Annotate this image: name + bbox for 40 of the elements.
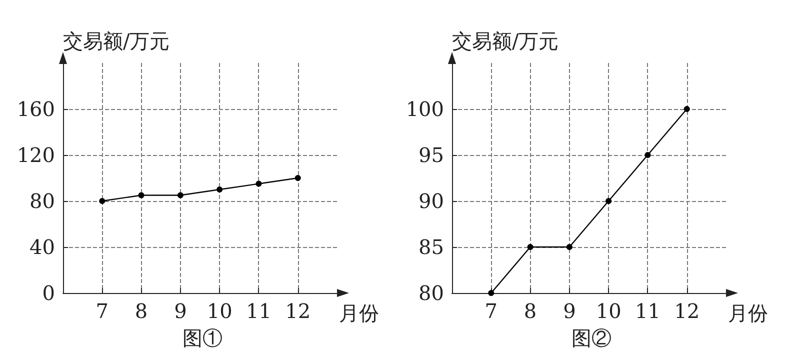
x-tick-label: 9 [174, 299, 187, 323]
y-tick-label: 80 [418, 281, 444, 305]
y-tick-label: 90 [418, 189, 444, 213]
y-tick-label: 85 [418, 235, 444, 259]
x-tick-label: 10 [596, 299, 622, 323]
x-tick-label: 12 [674, 299, 700, 323]
point [606, 198, 612, 204]
x-tick-label: 11 [246, 299, 272, 323]
y-axis-title: 交易额/万元 [63, 29, 170, 53]
point [216, 186, 223, 192]
x-tick-label: 9 [563, 299, 576, 323]
x-axis-title: 月份 [728, 301, 768, 325]
x-tick-label: 12 [285, 299, 311, 323]
text: 图① [182, 326, 222, 350]
y-tick-label: 80 [30, 189, 55, 213]
y-tick-label: 40 [30, 235, 55, 259]
x-axis-title: 月份 [339, 301, 379, 325]
x-tick-label: 8 [524, 299, 537, 323]
point [488, 290, 494, 296]
y-tick-label: 0 [42, 281, 55, 305]
y-axis-title: 交易额/万元 [452, 29, 559, 53]
point [177, 192, 184, 198]
y-tick-label: 95 [418, 143, 444, 167]
point [566, 244, 572, 250]
y-tick-label: 160 [16, 97, 55, 121]
x-tick-label: 8 [134, 299, 148, 323]
x-tick-label: 7 [96, 299, 109, 323]
point [644, 152, 651, 158]
point [527, 244, 534, 250]
point [138, 192, 144, 198]
point [256, 180, 262, 187]
point [684, 106, 690, 112]
text: 图② [572, 326, 612, 350]
y-tick-label: 100 [406, 97, 444, 121]
point [99, 198, 106, 204]
x-tick-label: 7 [484, 299, 498, 323]
x-tick-label: 11 [634, 299, 660, 323]
point [294, 175, 301, 181]
x-tick-label: 10 [206, 299, 232, 323]
y-tick-label: 120 [16, 143, 55, 167]
